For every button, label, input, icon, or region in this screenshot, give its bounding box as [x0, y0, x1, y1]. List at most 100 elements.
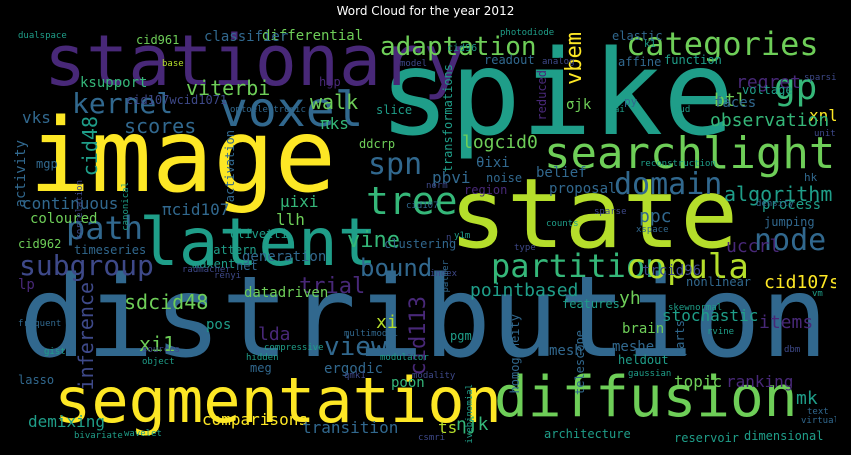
word-38: continuous — [22, 194, 119, 213]
word-157: reconstruction — [640, 159, 716, 169]
word-0: spike — [379, 24, 735, 162]
word-58: ηjk — [456, 414, 489, 435]
word-112: readout — [484, 53, 535, 67]
word-18: path — [66, 209, 144, 247]
word-139: wavelet — [124, 429, 162, 439]
word-133: rvine — [707, 327, 735, 337]
word-68: πcid107 — [162, 200, 230, 219]
word-154: analog — [542, 57, 575, 67]
word-160: counts — [546, 219, 579, 229]
word-9: searchlight — [544, 128, 836, 179]
word-16: gp — [774, 67, 818, 108]
word-167: η — [446, 233, 452, 243]
word-10: categories — [626, 25, 819, 63]
word-132: skewnormal — [668, 303, 723, 313]
word-35: cid113 — [406, 296, 431, 376]
word-22: bound — [360, 254, 433, 282]
word-92: brain — [622, 321, 665, 337]
word-33: vine — [347, 228, 400, 253]
word-71: olivetti — [230, 227, 288, 241]
word-119: meg — [250, 361, 272, 375]
word-23: view — [324, 332, 387, 362]
word-124: cid96 — [447, 43, 478, 54]
word-98: telescope — [573, 330, 587, 396]
word-116: region — [464, 183, 508, 197]
word-91: jumping — [764, 215, 815, 229]
word-137: virtual — [801, 416, 836, 426]
word-129: density — [756, 199, 794, 209]
word-63: classifier — [204, 29, 289, 45]
word-136: text — [807, 407, 829, 417]
word-32: logcid0 — [462, 132, 538, 153]
word-95: mesh — [549, 343, 583, 359]
word-14: tree — [366, 179, 458, 223]
word-12: partition — [491, 247, 665, 285]
word-34: trial — [299, 274, 366, 299]
word-73: θixi — [476, 155, 510, 171]
word-29: regret — [736, 72, 802, 93]
word-74: pbvi — [432, 168, 471, 187]
word-40: uccrl — [726, 236, 781, 257]
word-150: correlation — [75, 180, 85, 240]
word-135: vm — [812, 289, 823, 299]
word-151: canonical — [121, 182, 131, 231]
word-6: voxel — [219, 82, 364, 138]
word-46: trcid96 — [642, 263, 702, 279]
word-164: palmer — [441, 260, 451, 293]
word-77: proposal — [549, 181, 617, 197]
word-147: sources — [142, 345, 180, 355]
word-113: slice — [376, 103, 413, 117]
word-51: topic — [674, 372, 723, 391]
word-83: coloured — [30, 211, 98, 227]
word-5: latent — [139, 204, 378, 281]
word-24: viterbi — [186, 76, 271, 100]
word-162: modulator — [380, 353, 429, 363]
word-172: ai — [614, 105, 625, 115]
word-45: pointbased — [470, 280, 579, 301]
word-76: belief — [536, 165, 587, 181]
word-8: diffusion — [494, 365, 798, 430]
word-44: process — [762, 197, 822, 213]
word-127: hk — [804, 171, 818, 184]
word-145: object — [142, 357, 175, 367]
word-114: hgp — [319, 75, 341, 89]
word-90: nonlinear — [686, 275, 752, 289]
word-84: datadriven — [244, 285, 329, 301]
word-70: llh — [276, 210, 305, 229]
word-60: reservoir — [674, 431, 740, 444]
word-138: dbm — [784, 345, 801, 355]
word-101: homogeneity — [508, 314, 522, 394]
word-56: transition — [302, 418, 399, 437]
word-64: cid961 — [136, 33, 180, 47]
word-143: compressive — [264, 343, 324, 353]
word-13: copula — [626, 247, 749, 287]
word-126: py — [624, 95, 638, 108]
word-155: model — [400, 59, 428, 69]
word-96: ergodic — [324, 361, 384, 377]
word-117: mgp — [36, 157, 58, 171]
word-67: activity — [14, 140, 29, 208]
word-88: lp — [18, 277, 35, 293]
word-104: activation — [223, 130, 237, 203]
word-152: optoelectronic — [230, 105, 306, 115]
word-97: poon — [391, 375, 425, 391]
word-1: image — [29, 97, 337, 216]
word-153: base — [162, 59, 184, 69]
word-11: adaptation — [380, 32, 537, 62]
word-25: scores — [124, 114, 197, 138]
word-122: dualspace — [18, 31, 67, 41]
word-99: parts — [673, 320, 687, 357]
word-149: frequent — [18, 319, 62, 329]
word-130: sparsity — [804, 73, 836, 83]
word-165: radmacher — [182, 265, 231, 275]
word-3: distribution — [19, 253, 829, 383]
word-100: features — [562, 297, 620, 311]
word-20: domain — [614, 167, 723, 202]
word-134: gaussian — [628, 369, 672, 379]
word-87: pos — [206, 317, 232, 333]
word-19: spn — [368, 147, 423, 182]
chart-title: Word Cloud for the year 2012 — [336, 4, 515, 18]
word-2: state — [449, 158, 738, 270]
word-52: ranking — [726, 372, 794, 391]
word-86: xi — [376, 312, 398, 333]
